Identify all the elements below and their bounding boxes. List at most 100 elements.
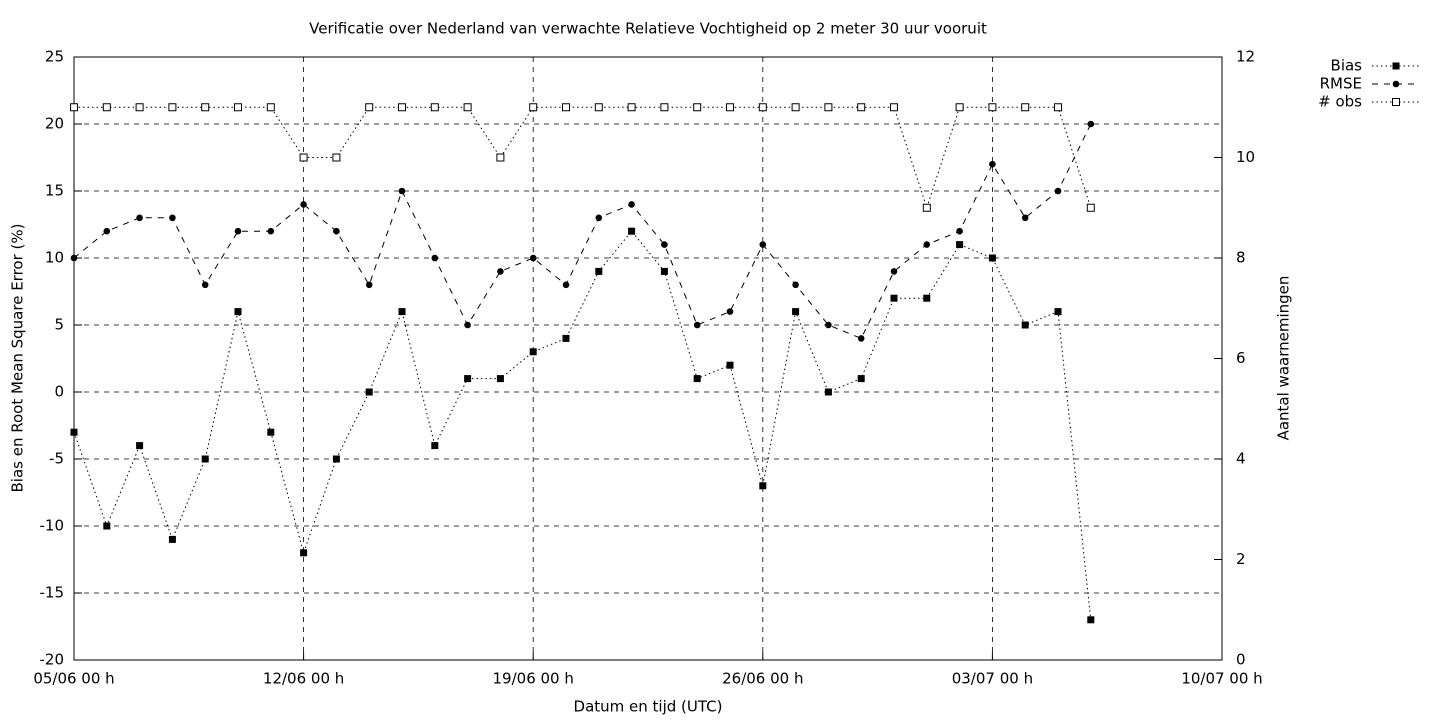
data-point xyxy=(660,267,668,275)
y-tick-label: -20 xyxy=(40,651,65,669)
data-point xyxy=(267,227,275,235)
data-point xyxy=(496,375,504,383)
legend-marker xyxy=(1392,98,1400,106)
data-point xyxy=(922,203,931,212)
data-point xyxy=(70,103,78,112)
data-point xyxy=(201,103,210,112)
data-point xyxy=(1054,187,1062,195)
data-point xyxy=(529,254,537,262)
data-point xyxy=(660,103,669,112)
data-point xyxy=(693,375,701,383)
data-point xyxy=(693,321,701,329)
data-point xyxy=(431,442,439,450)
data-point xyxy=(168,535,176,543)
data-point xyxy=(70,254,78,262)
series-line xyxy=(74,106,1092,210)
data-point xyxy=(890,294,898,302)
data-point xyxy=(595,214,603,222)
data-point xyxy=(857,375,865,383)
data-point xyxy=(529,348,537,356)
data-point xyxy=(496,153,505,162)
data-point xyxy=(726,103,734,112)
data-point xyxy=(398,103,406,112)
data-point xyxy=(595,267,603,275)
data-point xyxy=(234,103,242,112)
legend-label: RMSE xyxy=(1320,75,1362,93)
y-tick-label: 10 xyxy=(45,249,64,267)
data-point xyxy=(726,308,734,315)
data-point xyxy=(70,428,78,436)
y-axis-label: Bias en Root Mean Square Error (%) xyxy=(9,224,27,493)
x-axis-label: Datum en tijd (UTC) xyxy=(574,698,723,716)
data-point xyxy=(1054,103,1062,112)
y2-tick-label: 10 xyxy=(1236,148,1255,166)
data-point xyxy=(890,268,898,275)
data-point xyxy=(333,227,340,235)
data-point xyxy=(464,321,471,329)
data-point xyxy=(1054,308,1062,316)
data-point xyxy=(169,214,176,222)
data-point xyxy=(759,482,767,490)
data-point xyxy=(726,361,734,369)
data-point xyxy=(1087,616,1095,624)
data-point xyxy=(825,321,832,329)
legend-marker xyxy=(1392,62,1400,70)
x-tick-label: 10/07 00 h xyxy=(1181,670,1262,688)
data-point xyxy=(1021,103,1030,112)
chart-title: Verificatie over Nederland van verwachte… xyxy=(309,20,987,38)
data-point xyxy=(693,103,702,112)
data-point xyxy=(201,281,209,289)
data-point xyxy=(562,281,570,289)
data-point xyxy=(923,241,931,248)
data-point xyxy=(628,227,636,235)
data-point xyxy=(988,103,997,112)
data-point xyxy=(857,103,866,112)
legend-marker xyxy=(1392,80,1400,88)
data-point xyxy=(759,241,767,248)
data-point xyxy=(102,103,111,112)
x-tick-label: 03/07 00 h xyxy=(952,670,1033,688)
data-point xyxy=(824,103,833,112)
data-point xyxy=(234,308,242,316)
data-point xyxy=(398,308,406,316)
data-point xyxy=(989,160,996,168)
data-point xyxy=(824,388,832,396)
data-point xyxy=(1021,321,1029,329)
data-point xyxy=(792,281,799,289)
y-tick-label: 20 xyxy=(45,115,64,133)
series-line xyxy=(73,123,1092,340)
data-point xyxy=(628,201,635,208)
data-point xyxy=(956,241,964,249)
data-point xyxy=(365,103,374,112)
data-point xyxy=(758,103,767,112)
y-tick-label: -10 xyxy=(40,517,65,535)
data-point xyxy=(661,241,668,248)
y2-tick-label: 0 xyxy=(1236,651,1246,669)
y-tick-label: 15 xyxy=(45,182,64,200)
data-point xyxy=(332,153,341,162)
data-point xyxy=(300,201,307,208)
data-point xyxy=(955,103,964,112)
y2-axis-label: Aantal waarnemingen xyxy=(1275,276,1293,441)
data-point xyxy=(464,375,472,383)
data-point xyxy=(627,103,636,112)
y-tick-label: 0 xyxy=(54,383,64,401)
data-point xyxy=(267,428,275,436)
data-point xyxy=(365,281,373,289)
y-tick-label: 25 xyxy=(45,48,64,66)
data-point xyxy=(430,103,439,112)
data-point xyxy=(1086,203,1095,212)
data-point xyxy=(562,334,570,342)
data-point xyxy=(431,254,439,262)
data-point xyxy=(103,522,111,530)
data-point xyxy=(136,442,144,450)
data-point xyxy=(136,214,143,222)
data-point xyxy=(201,455,209,463)
data-point xyxy=(299,153,308,162)
data-point xyxy=(365,388,373,396)
plot-frame xyxy=(73,56,1223,661)
data-point xyxy=(497,268,504,275)
x-tick-label: 26/06 00 h xyxy=(722,670,803,688)
y-tick-label: 5 xyxy=(54,316,64,334)
